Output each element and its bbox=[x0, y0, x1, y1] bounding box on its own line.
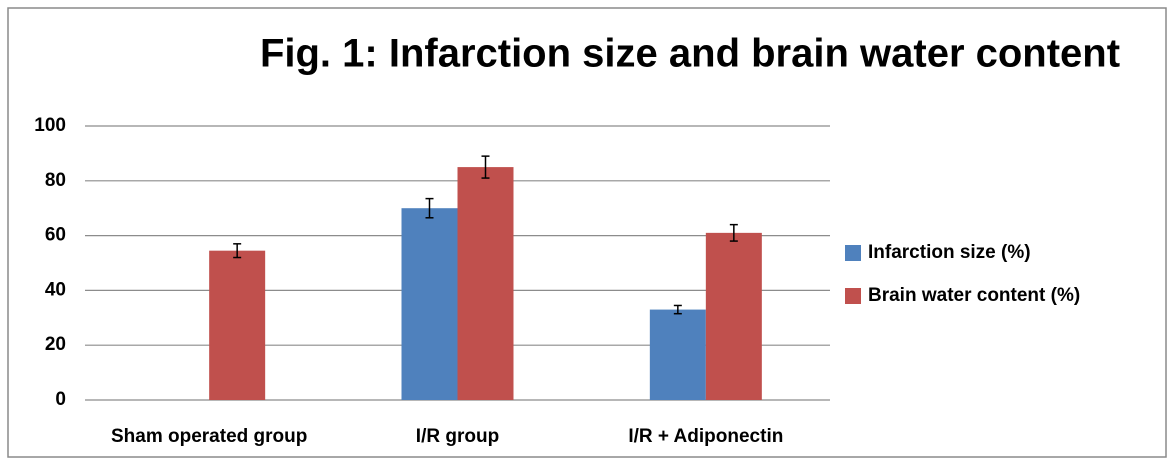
y-tick-label: 20 bbox=[45, 334, 66, 355]
y-tick-label: 60 bbox=[45, 225, 66, 246]
bar bbox=[457, 167, 514, 400]
legend-label: Brain water content (%) bbox=[868, 285, 1080, 306]
error-bar bbox=[233, 243, 242, 259]
bar bbox=[401, 208, 458, 400]
bar bbox=[649, 309, 706, 400]
y-tick-label: 0 bbox=[55, 389, 66, 410]
y-tick-label: 40 bbox=[45, 279, 66, 300]
x-tick-label: I/R + Adiponectin bbox=[628, 426, 783, 447]
bar bbox=[705, 232, 762, 400]
y-tick-label: 100 bbox=[34, 115, 66, 136]
error-bar bbox=[425, 197, 434, 219]
bar bbox=[209, 250, 266, 400]
y-tick-label: 80 bbox=[45, 170, 66, 191]
chart-border bbox=[7, 7, 1167, 458]
x-tick-label: I/R group bbox=[416, 426, 499, 447]
error-bar bbox=[481, 155, 490, 179]
error-bar bbox=[729, 223, 738, 242]
legend-swatch bbox=[845, 288, 861, 304]
error-bar bbox=[673, 304, 682, 315]
legend-label: Infarction size (%) bbox=[868, 242, 1031, 263]
x-tick-label: Sham operated group bbox=[111, 426, 307, 447]
legend-swatch bbox=[845, 245, 861, 261]
chart-title: Fig. 1: Infarction size and brain water … bbox=[260, 32, 1120, 76]
